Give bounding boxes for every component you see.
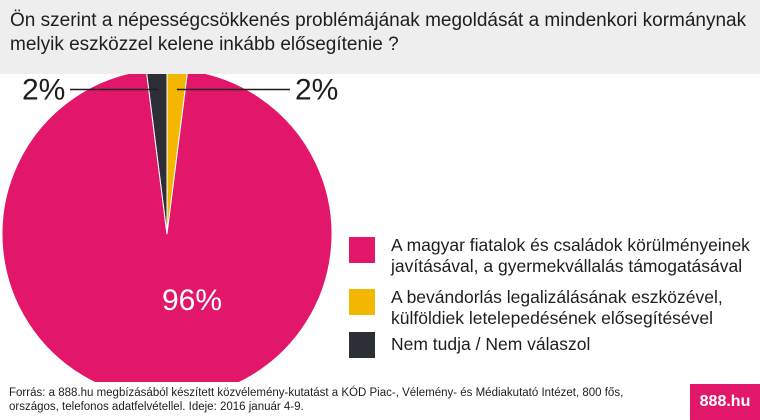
slice-immigration <box>166 74 188 235</box>
legend-swatch-dont-know <box>349 332 375 358</box>
legend-swatch-youth <box>349 237 375 263</box>
legend-label-immigration: A bevándorlás legalizálásának eszközével… <box>391 287 723 328</box>
brand-badge[interactable]: 888.hu <box>690 384 760 420</box>
pie-slices <box>1 74 333 382</box>
title-bar: Ön szerint a népességcsökkenés problémáj… <box>0 0 760 74</box>
pie-chart: 96% 2% 2% <box>1 74 338 382</box>
data-label-dont-know: 2% <box>22 74 65 106</box>
pie-labels: 96% 2% 2% <box>22 74 338 317</box>
footer: Forrás: a 888.hu megbízásából készített … <box>0 382 760 420</box>
slice-dont-know <box>146 74 168 235</box>
legend-label-youth: A magyar fiatalok és családok körülménye… <box>391 235 750 276</box>
legend-label-dont-know: Nem tudja / Nem válaszol <box>391 334 591 354</box>
legend-swatch-immigration <box>349 289 375 315</box>
chart-title: Ön szerint a népességcsökkenés problémáj… <box>10 10 747 55</box>
data-label-youth: 96% <box>162 284 222 317</box>
slice-youth <box>1 74 333 382</box>
source-note: Forrás: a 888.hu megbízásából készített … <box>9 387 624 413</box>
data-label-immigration: 2% <box>295 74 338 107</box>
